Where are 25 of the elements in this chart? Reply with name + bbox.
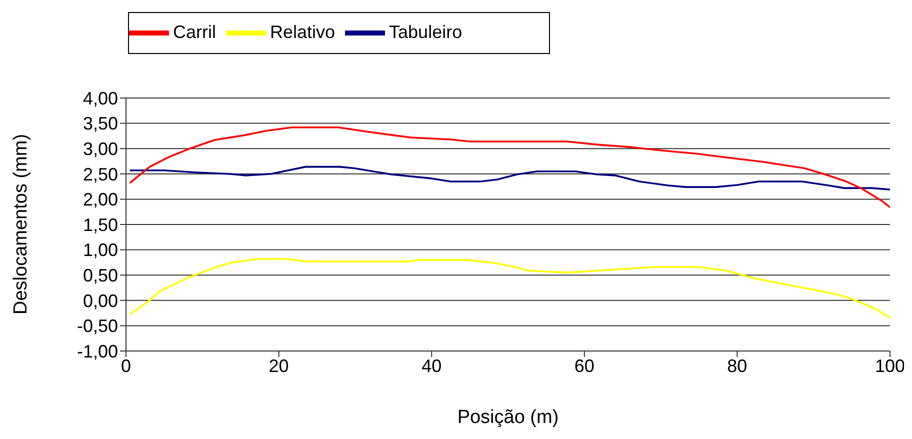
y-axis-title: Deslocamentos (mm): [10, 134, 32, 314]
y-tick-label: 2,50: [82, 164, 118, 184]
line-series: [128, 258, 890, 319]
y-tick-label: 1,00: [82, 240, 118, 260]
x-tick-label: 100: [874, 356, 906, 376]
y-tick-label: -1,00: [76, 341, 118, 362]
y-tick-label: 0,00: [82, 290, 118, 311]
legend-label: Relativo: [270, 22, 336, 42]
x-tick-label: 20: [268, 356, 289, 376]
x-axis-title: Posição (m): [457, 407, 559, 428]
legend-label: Carril: [173, 22, 216, 42]
legend-label: Tabuleiro: [389, 22, 462, 42]
y-tick-label: 2,00: [82, 190, 118, 210]
y-tick-label: 3,00: [82, 138, 118, 159]
x-tick-label: 40: [422, 356, 442, 376]
x-tick-label: 80: [727, 356, 748, 376]
y-tick-label: 0,50: [82, 265, 118, 286]
line-series: [128, 126, 890, 208]
y-tick-label: 1,50: [82, 214, 118, 235]
y-tick-label: 3,50: [82, 114, 118, 134]
line-series: [128, 166, 890, 190]
x-tick-label: 0: [120, 356, 132, 376]
y-tick-label: -0,50: [76, 316, 118, 336]
x-tick-label: 60: [574, 356, 594, 376]
y-tick-label: 4,00: [82, 88, 118, 108]
